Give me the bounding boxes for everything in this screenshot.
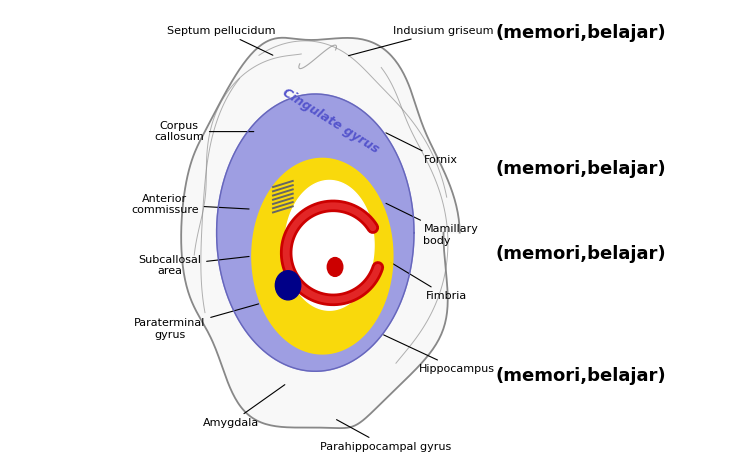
Polygon shape [252,158,393,354]
Text: Cingulate gyrus: Cingulate gyrus [280,86,381,156]
Text: Anterior
commissure: Anterior commissure [131,194,249,215]
Text: Hippocampus: Hippocampus [384,335,495,374]
Text: Indusium griseum: Indusium griseum [349,25,493,55]
Text: Corpus
callosum: Corpus callosum [154,121,254,142]
Text: Parahippocampal gyrus: Parahippocampal gyrus [320,420,451,452]
Text: (memori,belajar): (memori,belajar) [495,245,666,263]
Polygon shape [217,94,414,371]
Text: Septum pellucidum: Septum pellucidum [167,25,275,55]
Polygon shape [285,180,374,310]
Ellipse shape [275,271,301,300]
Text: Subcallosal
area: Subcallosal area [138,255,249,276]
Ellipse shape [327,258,343,276]
Text: Fimbria: Fimbria [390,262,467,301]
Text: Mamillary
body: Mamillary body [386,204,479,246]
Text: (memori,belajar): (memori,belajar) [495,24,666,42]
Text: (memori,belajar): (memori,belajar) [495,160,666,178]
Text: (memori,belajar): (memori,belajar) [495,367,666,385]
Text: Amygdala: Amygdala [203,384,285,428]
Polygon shape [181,38,459,428]
Text: Paraterminal
gyrus: Paraterminal gyrus [134,304,258,340]
Text: Fornix: Fornix [386,133,457,165]
